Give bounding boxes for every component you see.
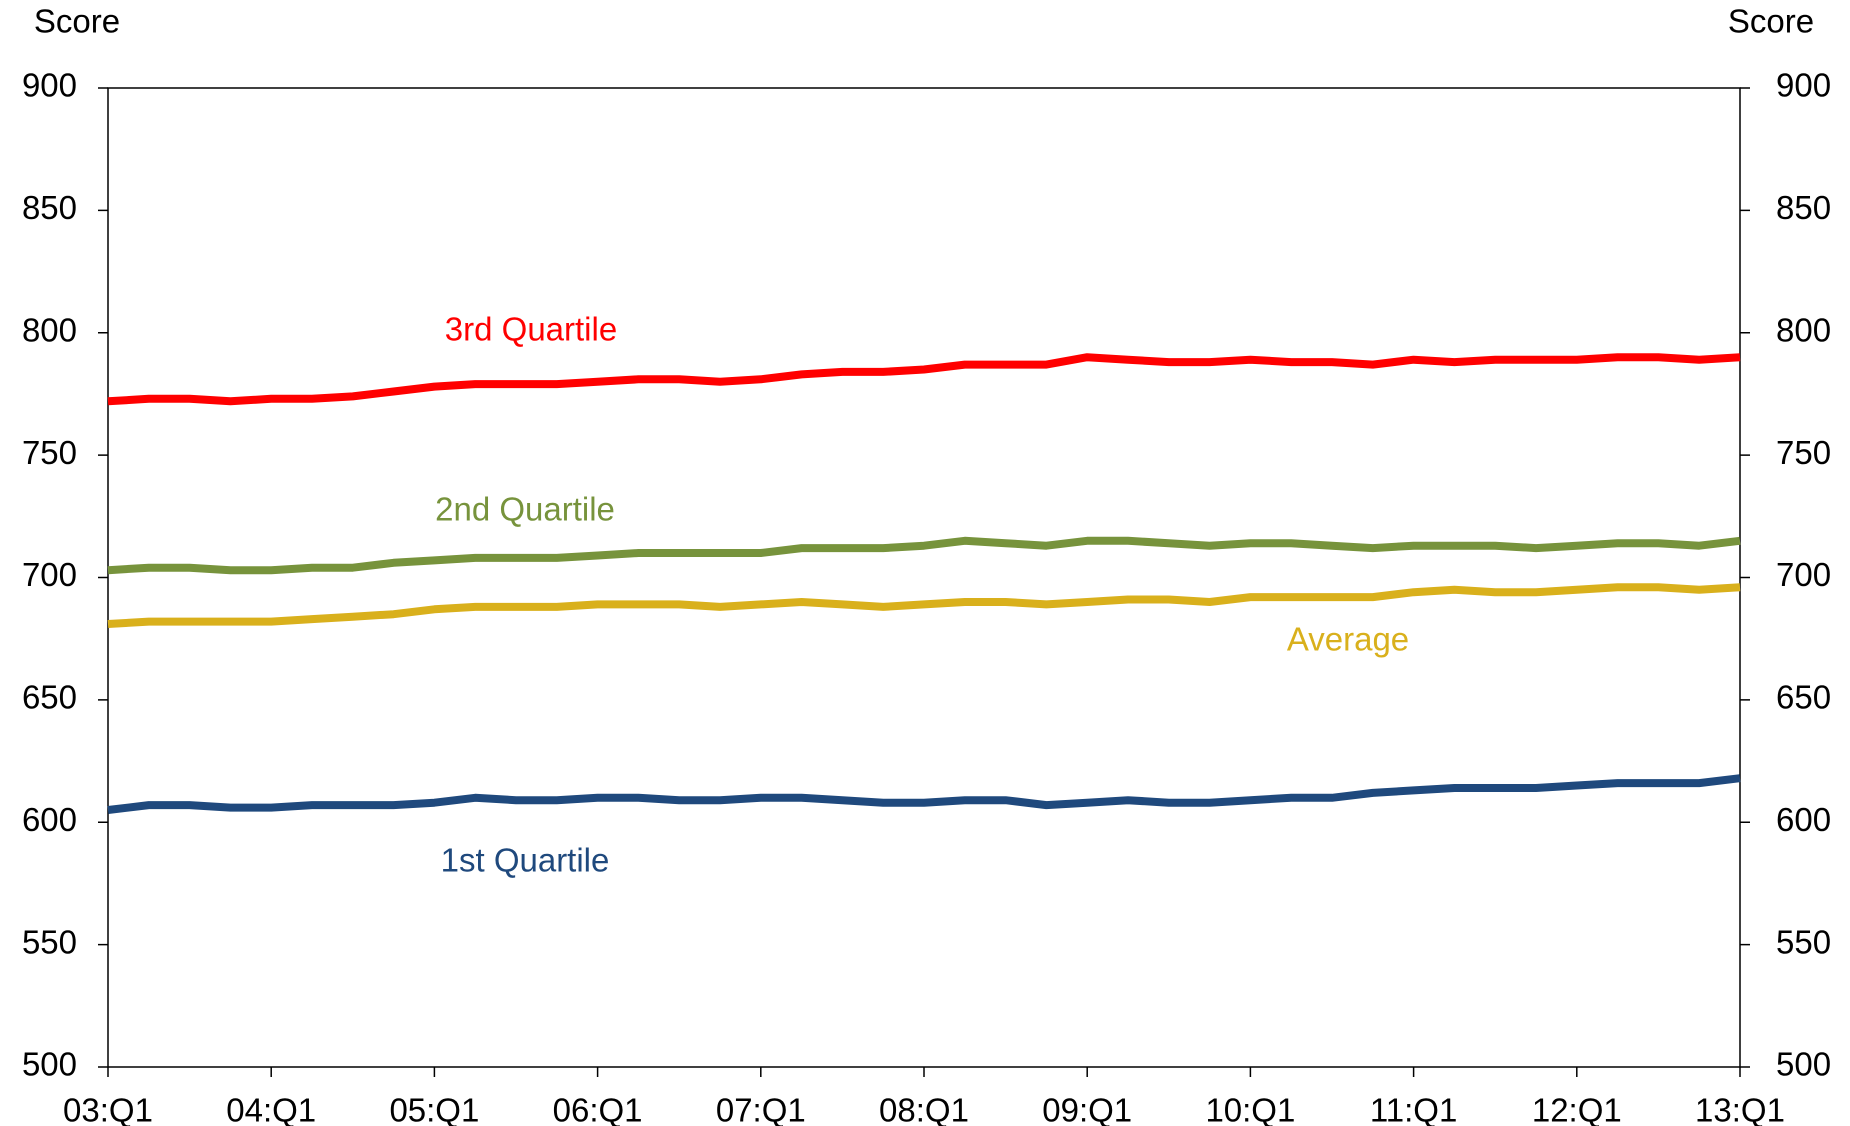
y-tick-label: 800 [22,311,77,348]
y-tick-label: 850 [22,189,77,226]
x-tick-label: 03:Q1 [63,1092,153,1126]
x-tick-label: 11:Q1 [1370,1092,1457,1126]
y2-tick-label: 550 [1776,923,1831,960]
y-tick-label: 500 [22,1046,77,1083]
x-tick-label: 06:Q1 [553,1092,643,1126]
x-tick-label: 12:Q1 [1532,1092,1622,1126]
y-tick-label: 750 [22,434,77,471]
x-tick-label: 08:Q1 [879,1092,969,1126]
series-line [107,536,1741,575]
series-label: 2nd Quartile [435,491,615,528]
x-tick-label: 07:Q1 [716,1092,806,1126]
y2-tick-label: 850 [1776,189,1831,226]
series-line [107,583,1741,628]
x-tick-label: 10:Q1 [1205,1092,1295,1126]
x-tick-label: 05:Q1 [389,1092,479,1126]
series-label: 3rd Quartile [445,311,617,348]
y-tick-label: 700 [22,556,77,593]
x-tick-label: 09:Q1 [1042,1092,1132,1126]
y2-tick-label: 750 [1776,434,1831,471]
y2-tick-label: 600 [1776,801,1831,838]
y-axis-title: Score [34,3,120,40]
y-tick-label: 900 [22,67,77,104]
y2-tick-label: 800 [1776,311,1831,348]
series-label: 1st Quartile [441,842,610,879]
y2-tick-label: 650 [1776,679,1831,716]
y2-axis-title: Score [1728,3,1814,40]
y2-tick-label: 500 [1776,1046,1831,1083]
y2-tick-label: 900 [1776,67,1831,104]
x-tick-label: 13:Q1 [1695,1092,1785,1126]
series-label: Average [1287,621,1409,658]
plot-frame [107,87,1741,1068]
y-tick-label: 550 [22,923,77,960]
series-line [107,774,1741,814]
x-tick-label: 04:Q1 [226,1092,316,1126]
series-line [107,353,1741,406]
y-tick-label: 650 [22,679,77,716]
y2-tick-label: 700 [1776,556,1831,593]
y-tick-label: 600 [22,801,77,838]
